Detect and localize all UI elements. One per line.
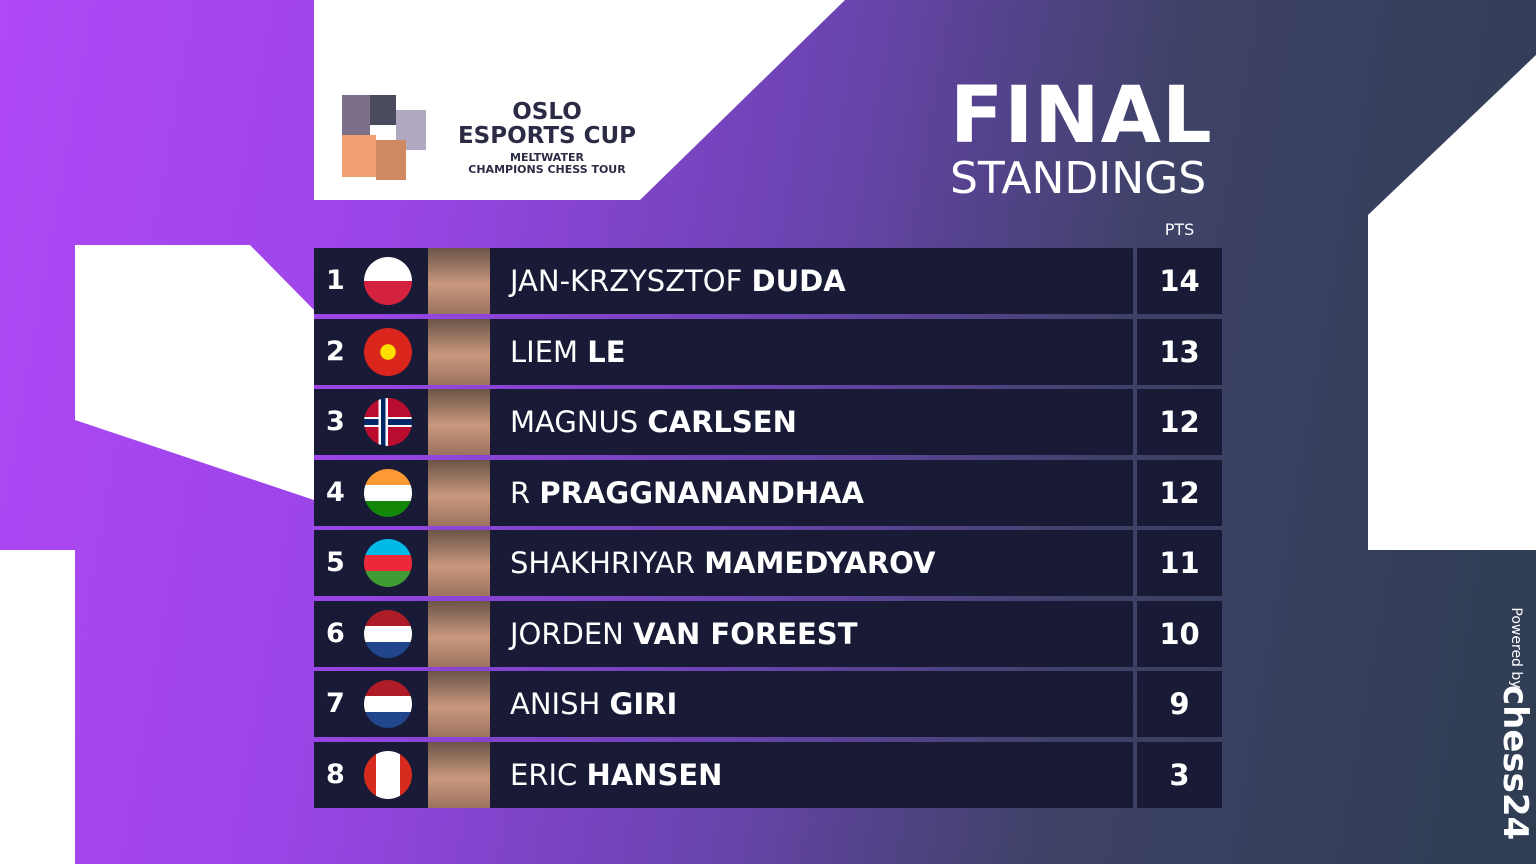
flag [364,257,412,305]
standings-row: 3 MAGNUS CARLSEN 12 [314,389,1222,455]
last-name: MAMEDYAROV [704,546,936,580]
player-photo [428,600,490,667]
title: FINAL [950,71,1213,161]
player-photo [428,459,490,526]
standings-row: 5 SHAKHRIYAR MAMEDYAROV 11 [314,530,1222,596]
player-photo [428,530,490,596]
player-cell: 1 JAN-KRZYSZTOF DUDA [314,248,1133,314]
last-name: VAN FOREEST [633,616,858,651]
points-header: PTS [1164,220,1195,239]
player-cell: 5 SHAKHRIYAR MAMEDYAROV [314,530,1133,596]
rank: 1 [326,265,345,296]
points: 3 [1137,741,1222,808]
points: 13 [1137,318,1222,385]
player-name: JORDEN VAN FOREEST [510,601,857,667]
player-photo [428,318,490,385]
rank: 4 [326,476,345,508]
player-name: ANISH GIRI [510,671,677,737]
player-name: JAN-KRZYSZTOF DUDA [510,248,846,314]
player-name: MAGNUS CARLSEN [510,389,797,455]
rank: 7 [326,688,345,719]
player-name: ERIC HANSEN [510,742,722,808]
points: 12 [1137,389,1222,455]
points: 10 [1137,600,1222,667]
first-name: ANISH [510,687,601,721]
rank: 8 [326,758,345,790]
rank: 3 [326,406,345,437]
standings-row: 2 LIEM LE 13 [314,318,1222,385]
standings-row: 8 ERIC HANSEN 3 [314,741,1222,808]
flag [364,539,412,587]
flag [364,750,412,799]
player-cell: 2 LIEM LE [314,318,1133,385]
player-name: SHAKHRIYAR MAMEDYAROV [510,530,936,596]
player-name: R PRAGGNANANDHAA [510,460,864,526]
first-name: R [510,475,531,510]
player-photo [428,248,490,314]
subtitle: STANDINGS [950,153,1207,204]
flag [364,680,412,728]
rank: 5 [326,547,345,578]
rank: 6 [326,617,345,649]
player-cell: 8 ERIC HANSEN [314,741,1133,808]
player-photo [428,741,490,808]
standings-row: 6 JORDEN VAN FOREEST 10 [314,600,1222,667]
standings-row: 1 JAN-KRZYSZTOF DUDA 14 [314,248,1222,314]
last-name: GIRI [609,687,678,721]
flag [364,327,412,376]
first-name: ERIC [510,757,578,792]
flag [364,468,412,517]
last-name: CARLSEN [647,405,797,439]
logo-line: OSLO [512,99,582,125]
player-cell: 4 R PRAGGNANANDHAA [314,459,1133,526]
standings-row: 4 R PRAGGNANANDHAA 12 [314,459,1222,526]
points: 9 [1137,671,1222,737]
logo-line: MELTWATER [510,151,584,164]
last-name: LE [587,334,626,369]
last-name: PRAGGNANANDHAA [539,475,864,510]
first-name: JORDEN [510,616,624,651]
player-photo [428,389,490,455]
logo-line: CHAMPIONS CHESS TOUR [468,163,626,176]
points: 14 [1137,248,1222,314]
player-cell: 6 JORDEN VAN FOREEST [314,600,1133,667]
flag [364,398,412,446]
first-name: JAN-KRZYSZTOF [510,264,743,298]
rank: 2 [326,335,345,367]
logo: OSLO ESPORTS CUP MELTWATER CHAMPIONS CHE… [452,100,642,176]
player-cell: 3 MAGNUS CARLSEN [314,389,1133,455]
flag [364,609,412,658]
first-name: SHAKHRIYAR [510,546,696,580]
first-name: MAGNUS [510,405,639,439]
last-name: DUDA [751,264,846,298]
first-name: LIEM [510,334,579,369]
player-name: LIEM LE [510,319,626,385]
points: 11 [1137,530,1222,596]
last-name: HANSEN [586,757,723,792]
points: 12 [1137,459,1222,526]
logo-line: ESPORTS CUP [457,123,637,149]
sponsor-brand: chess24 [1495,685,1535,841]
player-photo [428,671,490,737]
standings-row: 7 ANISH GIRI 9 [314,671,1222,737]
player-cell: 7 ANISH GIRI [314,671,1133,737]
